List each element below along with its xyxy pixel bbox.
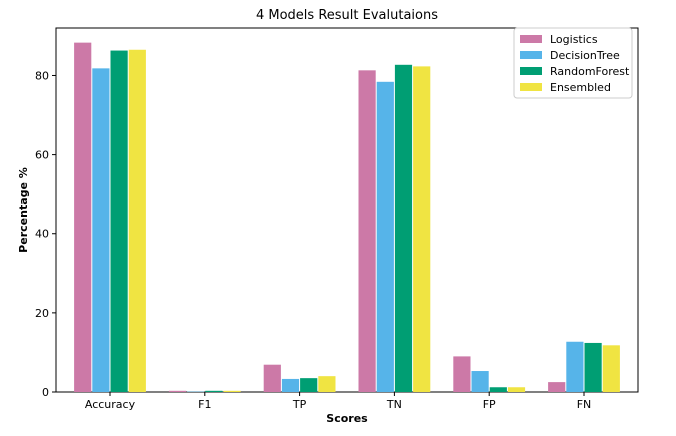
bar-logistics-fp bbox=[453, 356, 471, 392]
y-tick-label: 40 bbox=[35, 228, 49, 241]
bar-decisiontree-tn bbox=[376, 81, 394, 392]
bar-ensembled-fp bbox=[507, 387, 526, 392]
bar-ensembled-f1 bbox=[223, 390, 241, 392]
bar-logistics-tp bbox=[263, 364, 281, 392]
bar-randomforest-accuracy bbox=[110, 50, 128, 393]
bar-ensembled-tn bbox=[413, 66, 431, 392]
legend-label: Logistics bbox=[550, 33, 598, 46]
bar-logistics-f1 bbox=[168, 390, 187, 392]
bar-ensembled-fn bbox=[602, 345, 620, 392]
y-axis: 0 20 40 60 80 bbox=[35, 69, 56, 399]
legend-label: DecisionTree bbox=[550, 49, 620, 62]
x-tick-label: TP bbox=[292, 398, 307, 411]
legend-swatch bbox=[520, 35, 542, 43]
x-tick-label: F1 bbox=[198, 398, 211, 411]
bar-decisiontree-fp bbox=[471, 371, 489, 392]
legend-box bbox=[513, 27, 633, 99]
bar-ensembled-tp bbox=[318, 376, 336, 392]
bar-randomforest-tp bbox=[300, 378, 318, 392]
bar-decisiontree-accuracy bbox=[92, 68, 110, 393]
bar-logistics-tn bbox=[358, 70, 376, 392]
x-tick-label: FP bbox=[483, 398, 496, 411]
legend-swatch bbox=[520, 51, 542, 59]
legend-swatch bbox=[520, 67, 542, 75]
bar-randomforest-fn bbox=[584, 342, 602, 392]
x-tick-label: FN bbox=[577, 398, 592, 411]
y-tick-label: 20 bbox=[35, 307, 49, 320]
bar-logistics-accuracy bbox=[74, 42, 92, 392]
y-axis-title: Percentage % bbox=[17, 167, 30, 253]
y-tick-label: 60 bbox=[35, 149, 49, 162]
bar-decisiontree-tp bbox=[281, 378, 300, 392]
x-tick-label: TN bbox=[386, 398, 402, 411]
x-axis-title: Scores bbox=[326, 412, 368, 425]
x-tick-label: Accuracy bbox=[85, 398, 136, 411]
bars bbox=[74, 42, 620, 393]
x-axis: Accuracy F1 TP TN FP FN bbox=[85, 392, 591, 411]
y-tick-label: 80 bbox=[35, 69, 49, 82]
legend-label: RandomForest bbox=[550, 65, 630, 78]
bar-randomforest-tn bbox=[394, 64, 413, 393]
bar-randomforest-f1 bbox=[205, 390, 223, 392]
legend: Logistics DecisionTree RandomForest Ensembl… bbox=[513, 27, 633, 99]
y-tick-label: 0 bbox=[42, 386, 49, 399]
legend-label: Ensembled bbox=[550, 81, 611, 94]
bar-ensembled-accuracy bbox=[128, 49, 146, 392]
plot-area bbox=[55, 27, 639, 393]
bar-decisiontree-fn bbox=[566, 341, 584, 392]
legend-swatch bbox=[520, 83, 542, 91]
plot-frame bbox=[55, 27, 639, 393]
chart-title: 4 Models Result Evalutaions bbox=[256, 8, 438, 23]
bar-randomforest-fp bbox=[489, 387, 507, 392]
bar-logistics-fn bbox=[548, 382, 566, 392]
